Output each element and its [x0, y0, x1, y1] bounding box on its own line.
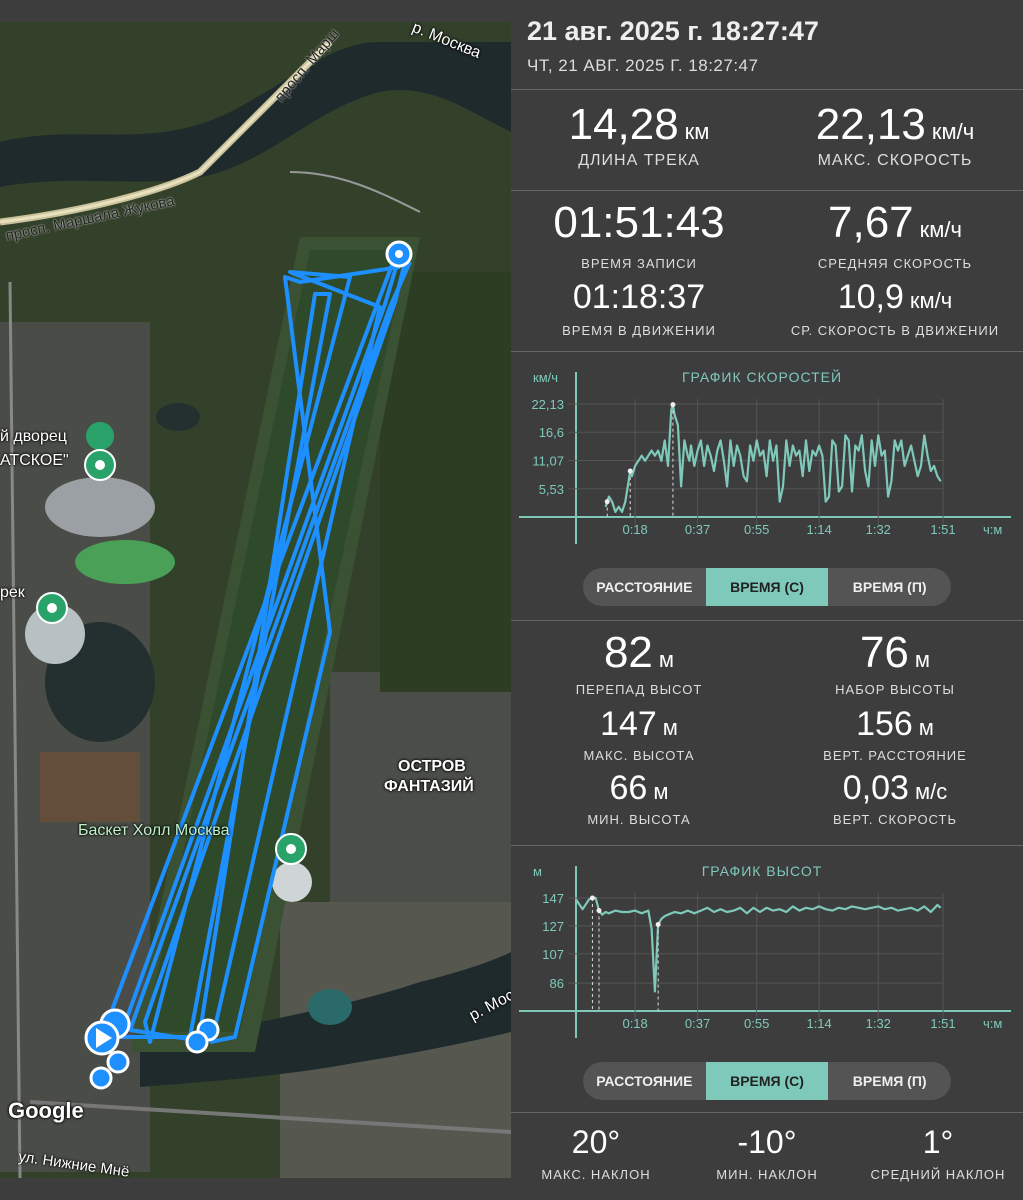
stat-avg-moving-speed: 10,9 км/ч СР. СКОРОСТЬ В ДВИЖЕНИИ — [790, 278, 1000, 338]
chart-x-tick-label: 0:37 — [685, 522, 710, 537]
chart-x-tick-label: 1:32 — [866, 1016, 891, 1031]
stat-min-slope: -10° МИН. НАКЛОН — [716, 1124, 818, 1182]
map-label-island: ОСТРОВ — [398, 758, 466, 775]
chart-x-tick-label: 0:55 — [744, 522, 769, 537]
chart-y-tick-label: 127 — [542, 919, 564, 934]
chart-title: ГРАФИК ВЫСОТ — [702, 863, 823, 879]
stat-max-slope: 20° МАКС. НАКЛОН — [541, 1124, 651, 1182]
chart-point — [670, 402, 676, 408]
speed-chart-axis-selector: РАССТОЯНИЕ ВРЕМЯ (С) ВРЕМЯ (П) — [583, 568, 951, 606]
chart-x-tick-label: 0:37 — [685, 1016, 710, 1031]
chart-point — [596, 908, 602, 914]
chart-y-tick-label: 11,07 — [532, 453, 564, 468]
chart-point — [604, 499, 610, 505]
chart-series-line — [604, 403, 942, 513]
stat-avg-slope: 1° СРЕДНИЙ НАКЛОН — [870, 1124, 1006, 1182]
speed-chart: ГРАФИК СКОРОСТЕЙ км/ч 22,13 16,6 11,07 5,53 0:… — [519, 368, 1011, 544]
stat-elev-gain: 76 м НАБОР ВЫСОТЫ — [835, 628, 955, 697]
map-label-basket-hall: Баскет Холл Москва — [78, 822, 230, 839]
divider — [511, 1112, 1023, 1113]
chart-point — [589, 895, 595, 901]
chart-point — [627, 468, 633, 474]
chart-xlabel: ч:м — [983, 1016, 1002, 1031]
stat-record-time: 01:51:43 ВРЕМЯ ЗАПИСИ — [553, 198, 725, 271]
track-datetime-caps: ЧТ, 21 АВГ. 2025 Г. 18:27:47 — [527, 56, 759, 75]
stat-elev-max: 147 м МАКС. ВЫСОТА — [583, 705, 695, 763]
time-p-tab[interactable]: ВРЕМЯ (П) — [852, 579, 927, 595]
time-p-tab[interactable]: ВРЕМЯ (П) — [852, 1073, 927, 1089]
map-label-rek: рек — [0, 584, 25, 601]
stats-panel: 21 авг. 2025 г. 18:27:47 ЧТ, 21 АВГ. 202… — [511, 0, 1023, 1200]
map-label-island-2: ФАНТАЗИЙ — [384, 778, 474, 795]
stat-track-length: 14,28 км ДЛИНА ТРЕКА — [568, 100, 710, 169]
chart-x-tick-label: 1:14 — [806, 1016, 831, 1031]
elevation-chart-axis-selector: РАССТОЯНИЕ ВРЕМЯ (С) ВРЕМЯ (П) — [583, 1062, 951, 1100]
stat-avg-speed: 7,67 км/ч СРЕДНЯЯ СКОРОСТЬ — [817, 198, 973, 271]
divider — [511, 190, 1023, 191]
divider — [511, 89, 1023, 90]
google-logo: Google — [8, 1098, 84, 1123]
chart-x-tick-label: 0:18 — [622, 1016, 647, 1031]
map-label-palace: й дворец — [0, 428, 67, 445]
track-datetime: 21 авг. 2025 г. 18:27:47 — [527, 16, 819, 46]
chart-x-tick-label: 0:18 — [622, 522, 647, 537]
stat-moving-time: 01:18:37 ВРЕМЯ В ДВИЖЕНИИ — [562, 278, 716, 338]
time-c-tab[interactable]: ВРЕМЯ (С) — [705, 568, 829, 606]
stat-elev-min: 66 м МИН. ВЫСОТА — [587, 769, 691, 827]
chart-x-tick-label: 1:32 — [866, 522, 891, 537]
chart-ylabel: км/ч — [533, 370, 558, 385]
chart-y-tick-label: 147 — [542, 891, 564, 906]
distance-tab[interactable]: РАССТОЯНИЕ — [596, 1073, 693, 1089]
chart-y-tick-label: 5,53 — [539, 482, 564, 497]
track-map[interactable]: р. Москва р. Мос просп. Марш просп. Марш… — [0, 22, 511, 1178]
stat-max-speed: 22,13 км/ч МАКС. СКОРОСТЬ — [815, 100, 975, 169]
poi-pins — [36, 422, 307, 865]
chart-ylabel: м — [533, 864, 542, 879]
divider — [511, 620, 1023, 621]
map-label-palace-2: АТСКОЕ" — [0, 452, 69, 469]
stat-elev-diff: 82 м ПЕРЕПАД ВЫСОТ — [575, 628, 703, 697]
divider — [511, 351, 1023, 352]
chart-y-tick-label: 107 — [542, 947, 564, 962]
chart-y-tick-label: 22,13 — [531, 397, 564, 412]
chart-y-tick-label: 86 — [550, 976, 564, 991]
chart-series-line — [575, 896, 942, 993]
stat-vert-speed: 0,03 м/с ВЕРТ. СКОРОСТЬ — [832, 769, 957, 827]
divider — [511, 845, 1023, 846]
chart-x-tick-label: 1:51 — [930, 1016, 955, 1031]
stat-vert-dist: 156 м ВЕРТ. РАССТОЯНИЕ — [823, 705, 967, 763]
time-c-tab[interactable]: ВРЕМЯ (С) — [705, 1062, 829, 1100]
chart-y-tick-label: 16,6 — [539, 425, 564, 440]
chart-x-tick-label: 1:51 — [930, 522, 955, 537]
chart-xlabel: ч:м — [983, 522, 1002, 537]
track-markers — [84, 240, 413, 1090]
chart-x-tick-label: 0:55 — [744, 1016, 769, 1031]
chart-point — [655, 922, 661, 928]
map-canvas — [0, 22, 511, 1178]
chart-x-tick-label: 1:14 — [806, 522, 831, 537]
distance-tab[interactable]: РАССТОЯНИЕ — [596, 579, 693, 595]
chart-title: ГРАФИК СКОРОСТЕЙ — [682, 368, 842, 385]
